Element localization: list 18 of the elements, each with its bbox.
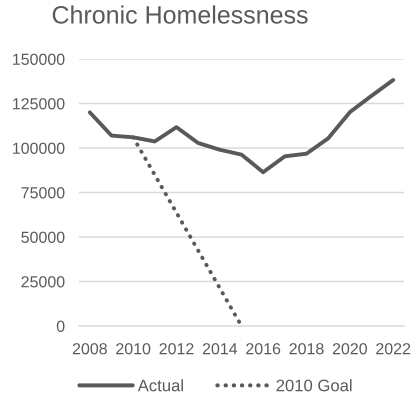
y-tick-label: 75000	[22, 187, 64, 198]
x-tick-label: 2022	[376, 343, 410, 354]
y-tick-label: 0	[56, 320, 64, 332]
y-tick-label: 125000	[13, 98, 64, 110]
x-tick-label: 2010	[116, 343, 150, 354]
x-tick-label: 2008	[72, 343, 107, 354]
chart-title: Chronic Homelessness	[52, 5, 308, 24]
y-tick-label: 100000	[13, 142, 64, 154]
legend-label: Actual	[138, 379, 183, 392]
y-tick-label: 25000	[22, 276, 64, 288]
x-tick-label: 2020	[332, 343, 367, 354]
x-tick-label: 2018	[290, 343, 324, 354]
x-tick-label: 2012	[160, 343, 194, 354]
x-tick-label: 2014	[202, 343, 238, 354]
y-tick-label: 150000	[13, 54, 64, 65]
y-tick-label: 50000	[21, 232, 64, 243]
x-tick-label: 2016	[246, 343, 280, 354]
legend-label: 2010 Goal	[276, 379, 352, 392]
